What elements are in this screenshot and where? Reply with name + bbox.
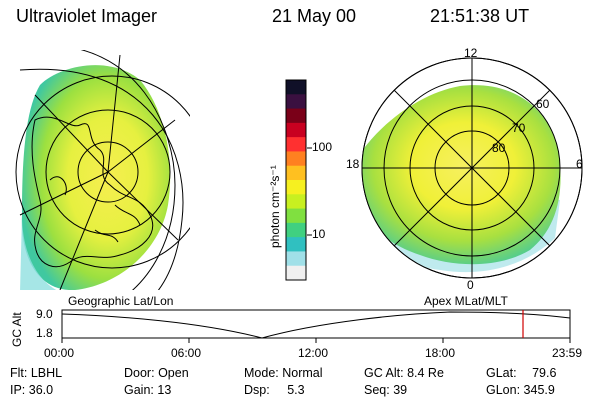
- colorbar-segment: [286, 165, 306, 181]
- info-seq: Seq: 39: [364, 383, 407, 397]
- colorbar-tick-100: 100: [312, 140, 333, 154]
- apex-caption: Apex MLat/MLT: [424, 294, 508, 308]
- x-tick-1200: 12:00: [298, 346, 329, 360]
- seq-label: Seq:: [364, 383, 390, 397]
- mlat-label-60: 60: [536, 97, 550, 111]
- colorbar-tick-10: 10: [312, 227, 326, 241]
- colorbar-unit-label: photon cm⁻²s⁻¹: [268, 165, 282, 248]
- gcalt-value: 8.4 Re: [407, 366, 444, 380]
- colorbar-segment: [286, 137, 306, 152]
- gain-label: Gain:: [124, 383, 154, 397]
- mode-value: Normal: [282, 366, 323, 380]
- header-time: 21:51:38 UT: [430, 6, 530, 26]
- info-flt: Flt: LBHL: [10, 366, 62, 380]
- colorbar-segment: [286, 151, 306, 167]
- info-door: Door: Open: [124, 366, 189, 380]
- colorbar-segment: [286, 237, 306, 252]
- app-title: Ultraviolet Imager: [16, 6, 158, 26]
- info-glat: GLat: 79.6: [486, 366, 556, 380]
- colorbar-segment: [286, 194, 306, 210]
- flt-label: Flt:: [10, 366, 28, 380]
- colorbar-segment: [286, 122, 306, 138]
- altitude-ylabel: GC Alt: [10, 312, 24, 347]
- x-tick-0600: 06:00: [171, 346, 202, 360]
- info-dsp: Dsp: 5.3: [244, 383, 305, 397]
- seq-value: 39: [393, 383, 408, 397]
- x-tick-0000: 00:00: [44, 346, 75, 360]
- mlat-label-80: 80: [492, 141, 506, 155]
- ip-value: 36.0: [28, 383, 54, 397]
- mode-label: Mode:: [244, 366, 279, 380]
- gcalt-label: GC Alt:: [364, 366, 404, 380]
- geographic-panel: [15, 50, 190, 290]
- colorbar-segment: [286, 265, 306, 281]
- x-tick-2359: 23:59: [552, 346, 583, 360]
- altitude-ymin: 1.8: [36, 326, 53, 340]
- geo-emission-fringe: [20, 215, 57, 290]
- info-mode: Mode: Normal: [244, 366, 323, 380]
- dsp-label: Dsp:: [244, 383, 270, 397]
- colorbar: [285, 79, 307, 281]
- mlt-label-top: 12: [464, 46, 478, 60]
- info-glon: GLon: 345.9: [486, 383, 555, 397]
- info-gain: Gain: 13: [124, 383, 171, 397]
- geo-caption: Geographic Lat/Lon: [68, 294, 174, 308]
- colorbar-segment: [286, 80, 306, 95]
- flt-value: LBHL: [30, 366, 63, 380]
- x-tick-1800: 18:00: [425, 346, 456, 360]
- colorbar-segment: [286, 208, 306, 224]
- colorbar-segment: [286, 94, 306, 110]
- info-ip: IP: 36.0: [10, 383, 53, 397]
- mlt-label-left: 18: [346, 157, 360, 171]
- colorbar-segment: [286, 180, 306, 195]
- altitude-ymax: 9.0: [36, 307, 53, 321]
- header-date: 21 May 00: [272, 6, 357, 26]
- colorbar-segment: [286, 251, 306, 267]
- colorbar-segment: [286, 222, 306, 238]
- glon-value: 345.9: [523, 383, 555, 397]
- door-label: Door:: [124, 366, 155, 380]
- geo-coastline: [31, 116, 154, 268]
- info-gcalt: GC Alt: 8.4 Re: [364, 366, 444, 380]
- door-value: Open: [158, 366, 189, 380]
- dsp-value: 5.3: [287, 383, 305, 397]
- altitude-curve: [61, 311, 571, 339]
- glon-label: GLon:: [486, 383, 521, 397]
- glat-value: 79.6: [532, 366, 557, 380]
- gain-value: 13: [157, 383, 172, 397]
- mlat-label-70: 70: [512, 121, 526, 135]
- glat-label: GLat:: [486, 366, 517, 380]
- ip-label: IP:: [10, 383, 26, 397]
- colorbar-segment: [286, 108, 306, 124]
- apex-panel: [361, 57, 583, 279]
- mlt-label-right: 6: [576, 157, 583, 171]
- colorbar-frame: [285, 79, 307, 281]
- altitude-plot: [61, 309, 571, 343]
- mlt-label-bottom: 0: [467, 278, 474, 292]
